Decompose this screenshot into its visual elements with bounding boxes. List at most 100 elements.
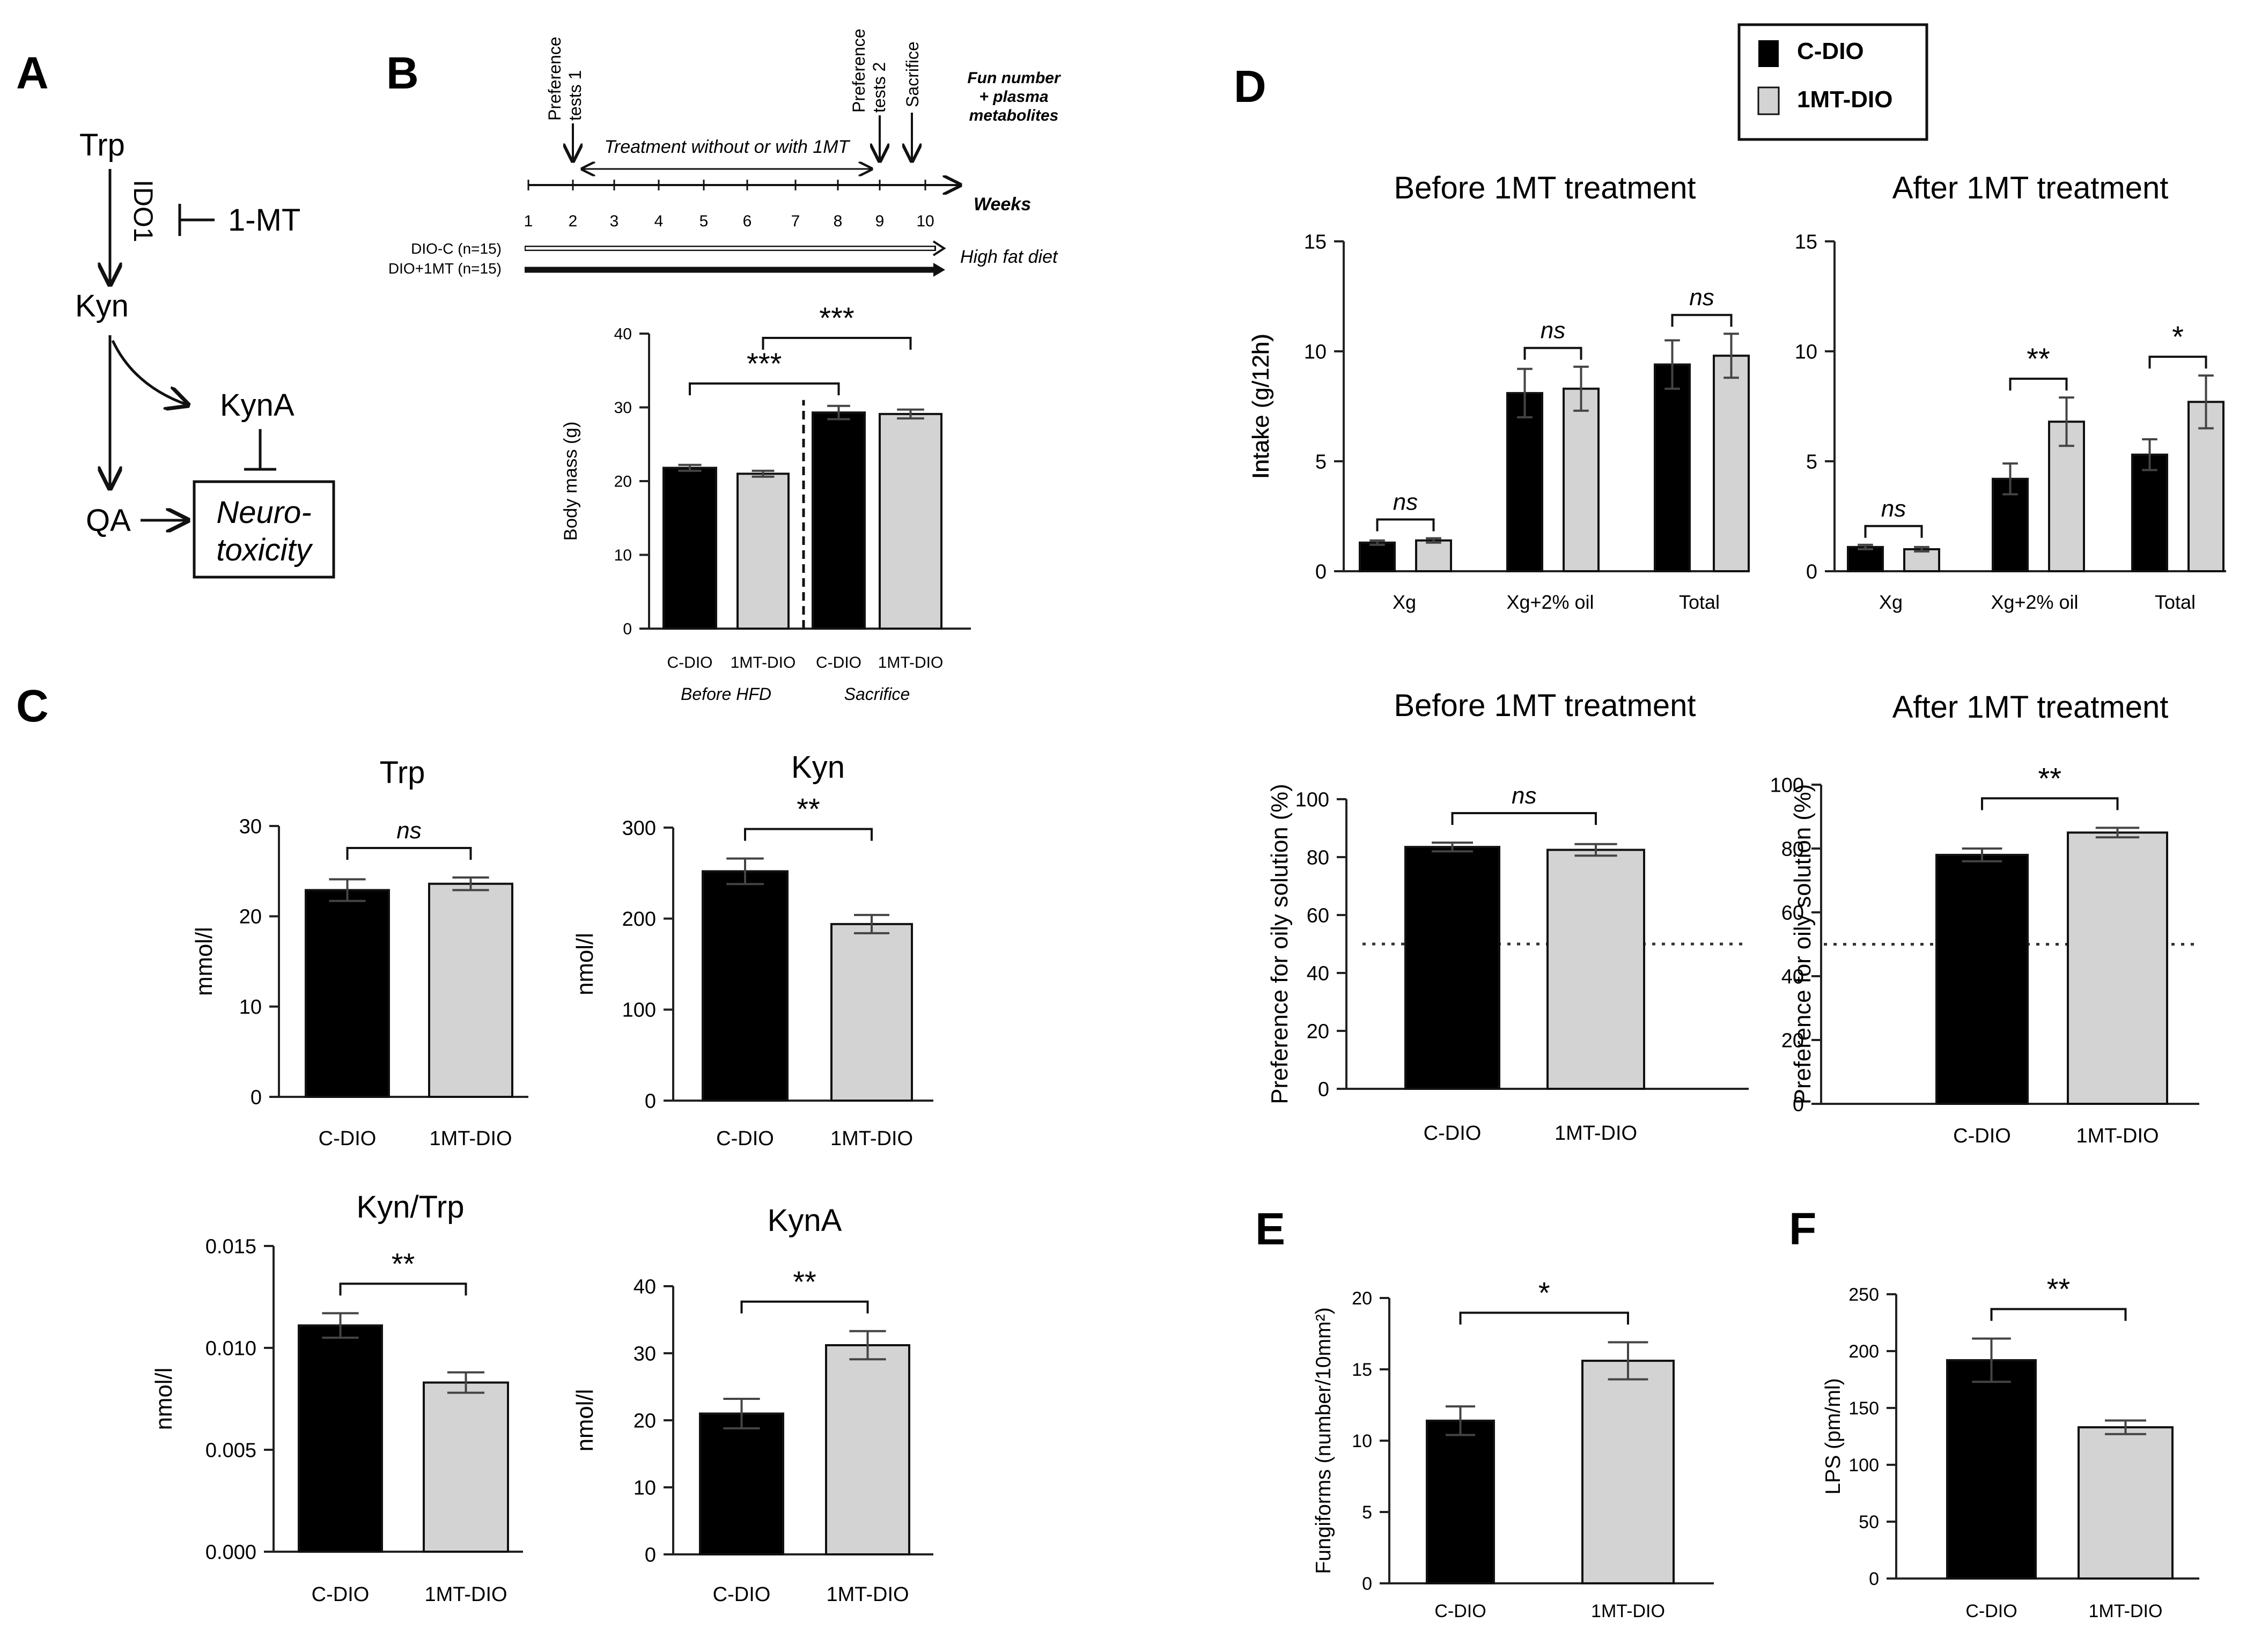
y-tick-label: 100 (1770, 774, 1804, 796)
category-label: 1MT-DIO (878, 654, 944, 672)
y-tick-label: 10 (614, 547, 632, 564)
neuro-line1: Neuro- (216, 495, 311, 530)
category-label: Total (1679, 591, 1720, 613)
pathway-ido1: IDO1 (128, 180, 158, 242)
bar (1359, 541, 1396, 573)
y-tick-label: 200 (1848, 1341, 1879, 1362)
pathway-trp: Trp (79, 128, 125, 163)
category-label: C-DIO (319, 1127, 377, 1150)
y-tick-label: 10 (239, 996, 262, 1019)
significance-label: *** (819, 301, 854, 335)
chart-title: Trp (380, 755, 425, 790)
bar (305, 889, 390, 1098)
chart-c-kyn: 0 100 200 300 nmol/l Kyn C-DIO 1MT-DIO ** (572, 750, 933, 1150)
significance-label: *** (747, 346, 782, 380)
chart-e: 0 5 10 15 20 Fungiforms (number/10mm²) C-DIO 1M… (1312, 1275, 1714, 1621)
bar (1713, 355, 1750, 572)
category-label: 1MT-DIO (826, 1583, 909, 1606)
y-tick-label: 40 (1781, 965, 1804, 988)
y-axis-label: nmol/l (151, 1368, 177, 1430)
y-tick-label: 80 (1307, 846, 1329, 869)
category-label: C-DIO (312, 1583, 370, 1606)
bar (428, 882, 513, 1098)
y-tick-label: 0 (645, 1544, 656, 1566)
bar (423, 1381, 509, 1553)
y-tick-label: 150 (1848, 1398, 1879, 1419)
week-ticks: 1 2 3 4 5 6 7 8 9 10 (524, 180, 934, 230)
y-tick-label: 50 (1859, 1512, 1879, 1532)
category-label: 1MT-DIO (1555, 1122, 1637, 1145)
y-tick-label: 10 (1304, 341, 1327, 363)
y-tick-label: 100 (1295, 788, 1329, 811)
y-tick-label: 0 (1362, 1574, 1372, 1594)
fun-line1: Fun number (967, 69, 1062, 87)
category-label: C-DIO (1965, 1601, 2017, 1621)
y-tick-label: 0 (1793, 1093, 1804, 1116)
legend-swatch-1mtdio (1757, 86, 1780, 115)
significance-bracket (762, 337, 912, 350)
significance-label: ** (2047, 1272, 2071, 1306)
week-number: 8 (834, 212, 843, 230)
legend: C-DIO 1MT-DIO (1737, 23, 1928, 141)
category-label: 1MT-DIO (424, 1583, 507, 1606)
y-tick-label: 0 (1806, 560, 1817, 583)
category-label: Xg+2% oil (1991, 591, 2078, 613)
pref2-label: Preferencetests 2 (849, 28, 889, 113)
y-tick-label: 5 (1806, 451, 1817, 473)
bar (1404, 846, 1500, 1090)
y-tick-label: 40 (614, 326, 632, 343)
treatment-label: Treatment without or with 1MT (605, 137, 851, 157)
legend-label-cdio: C-DIO (1797, 38, 1864, 64)
pathway-qa: QA (86, 503, 131, 538)
significance-label: ns (1881, 496, 1906, 522)
fun-line2: + plasma (979, 88, 1048, 106)
category-label: 1MT-DIO (2089, 1601, 2163, 1621)
chart-title: KynA (768, 1203, 842, 1238)
chart-title: Before 1MT treatment (1394, 171, 1696, 205)
significance-bracket (339, 1282, 467, 1296)
y-tick-label: 0 (1318, 1078, 1329, 1101)
week-number: 2 (569, 212, 578, 230)
category-label: C-DIO (1953, 1125, 2011, 1147)
week-number: 10 (916, 212, 934, 230)
bar (1654, 363, 1691, 572)
pref2-line2: tests 2 (870, 62, 889, 113)
pathway-kyna: KynA (220, 388, 294, 423)
significance-label: ns (396, 817, 421, 844)
bar (298, 1324, 383, 1553)
week-number: 1 (524, 212, 533, 230)
y-axis-label: Fungiforms (number/10mm²) (1312, 1307, 1335, 1574)
week-number: 4 (654, 212, 664, 230)
bar (699, 1412, 784, 1555)
significance-bracket (1864, 525, 1923, 538)
category-label: C-DIO (667, 654, 713, 672)
chart-title: Kyn (791, 750, 845, 785)
y-tick-label: 100 (622, 999, 656, 1022)
y-tick-label: 0.015 (205, 1235, 256, 1258)
pathway-inhibitor: 1-MT (228, 203, 300, 238)
y-tick-label: 100 (1848, 1455, 1879, 1476)
legend-swatch-cdio (1758, 40, 1779, 67)
y-tick-label: 300 (622, 817, 656, 839)
bar (1935, 853, 2029, 1105)
y-tick-label: 40 (1307, 962, 1329, 985)
group2-arrowhead (933, 263, 945, 277)
significance-bracket (744, 828, 873, 841)
pref1-line2: tests 1 (565, 70, 585, 121)
y-tick-label: 250 (1848, 1285, 1879, 1305)
diet-label: High fat diet (960, 247, 1058, 267)
significance-bracket (740, 1300, 869, 1314)
bar (1415, 539, 1452, 572)
significance-bracket (689, 382, 840, 395)
category-label: C-DIO (713, 1583, 771, 1606)
significance-bracket (1451, 812, 1597, 825)
y-tick-label: 40 (634, 1275, 656, 1298)
y-tick-label: 10 (634, 1477, 656, 1499)
panel-label-a: A (16, 48, 49, 98)
bar (1992, 477, 2029, 572)
y-tick-label: 30 (634, 1343, 656, 1365)
y-tick-label: 0 (1315, 560, 1327, 583)
significance-label: ns (1689, 284, 1714, 311)
